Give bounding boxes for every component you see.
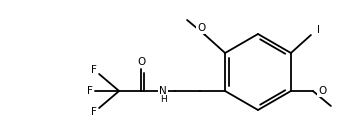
Text: H: H xyxy=(160,95,166,104)
Text: O: O xyxy=(137,57,145,67)
Text: F: F xyxy=(87,86,93,96)
Text: I: I xyxy=(317,25,320,35)
Text: O: O xyxy=(197,23,205,33)
Text: F: F xyxy=(91,65,97,75)
Text: O: O xyxy=(318,86,326,96)
Text: F: F xyxy=(91,107,97,117)
Text: N: N xyxy=(159,86,167,96)
